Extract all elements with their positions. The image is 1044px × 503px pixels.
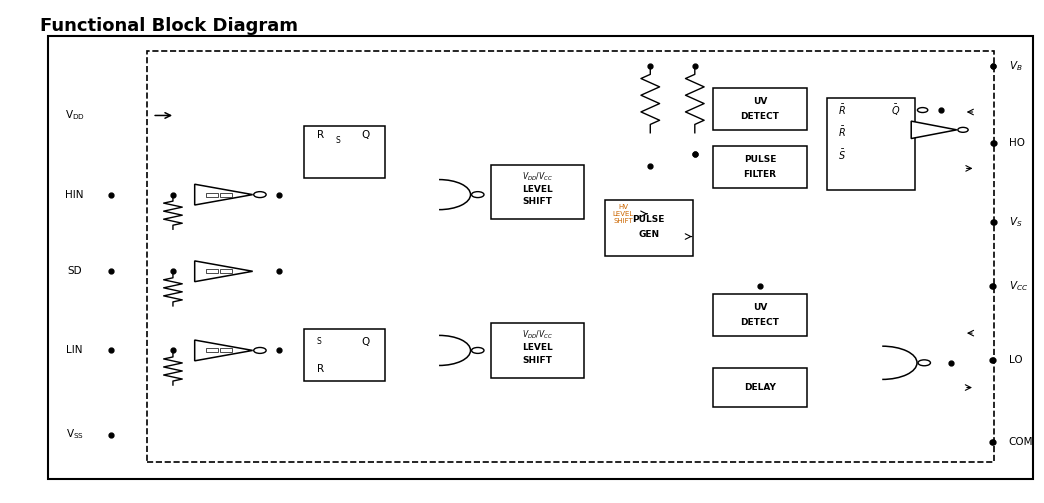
FancyBboxPatch shape	[48, 36, 1034, 479]
Text: $V_{CC}$: $V_{CC}$	[1009, 279, 1027, 293]
FancyBboxPatch shape	[604, 200, 693, 257]
FancyBboxPatch shape	[206, 269, 217, 273]
FancyBboxPatch shape	[220, 193, 232, 197]
Text: SHIFT: SHIFT	[522, 356, 552, 365]
FancyBboxPatch shape	[827, 98, 916, 190]
Text: LEVEL: LEVEL	[522, 185, 552, 194]
Text: SD: SD	[67, 266, 81, 276]
Text: $\bar{R}$: $\bar{R}$	[837, 103, 846, 117]
FancyBboxPatch shape	[713, 88, 807, 130]
Circle shape	[254, 192, 266, 198]
FancyBboxPatch shape	[305, 126, 385, 178]
Text: FILTER: FILTER	[743, 170, 777, 179]
FancyBboxPatch shape	[491, 323, 584, 378]
Text: $V_{DD}/V_{CC}$: $V_{DD}/V_{CC}$	[522, 329, 553, 342]
Polygon shape	[911, 121, 956, 138]
FancyBboxPatch shape	[220, 349, 232, 353]
Text: R: R	[317, 130, 324, 140]
Text: $V_{S}$: $V_{S}$	[1009, 215, 1022, 229]
Polygon shape	[194, 340, 253, 361]
Text: LEVEL: LEVEL	[522, 343, 552, 352]
Text: Q: Q	[361, 337, 370, 347]
Text: $\bar{R}$: $\bar{R}$	[837, 125, 846, 139]
FancyBboxPatch shape	[220, 269, 232, 273]
Polygon shape	[194, 184, 253, 205]
Text: HV
LEVEL
SHIFT: HV LEVEL SHIFT	[613, 204, 634, 224]
Text: $\mathregular{V_{DD}}$: $\mathregular{V_{DD}}$	[65, 109, 85, 122]
Text: $V_{B}$: $V_{B}$	[1009, 59, 1022, 73]
Text: $\mathregular{V_{SS}}$: $\mathregular{V_{SS}}$	[66, 428, 84, 442]
Circle shape	[918, 108, 928, 113]
Circle shape	[957, 127, 968, 132]
Text: DELAY: DELAY	[744, 383, 776, 392]
Text: S: S	[317, 337, 322, 346]
Text: HIN: HIN	[66, 190, 84, 200]
FancyBboxPatch shape	[713, 368, 807, 407]
FancyBboxPatch shape	[713, 146, 807, 188]
Text: LO: LO	[1009, 355, 1022, 365]
Text: SHIFT: SHIFT	[522, 198, 552, 206]
Text: R: R	[317, 364, 324, 374]
Circle shape	[254, 348, 266, 354]
Text: S: S	[335, 136, 340, 145]
Text: Functional Block Diagram: Functional Block Diagram	[41, 17, 299, 35]
Text: $\bar{S}$: $\bar{S}$	[837, 148, 846, 162]
Circle shape	[472, 192, 484, 198]
FancyBboxPatch shape	[491, 165, 584, 219]
Text: HO: HO	[1009, 138, 1024, 148]
Circle shape	[472, 348, 484, 354]
Text: UV: UV	[753, 97, 767, 106]
Text: $\bar{Q}$: $\bar{Q}$	[891, 103, 900, 118]
Text: GEN: GEN	[638, 230, 660, 239]
Text: $V_{DD}/V_{CC}$: $V_{DD}/V_{CC}$	[522, 171, 553, 183]
Text: UV: UV	[753, 302, 767, 311]
Text: COM: COM	[1009, 437, 1034, 447]
FancyBboxPatch shape	[206, 193, 217, 197]
Polygon shape	[194, 261, 253, 282]
Circle shape	[918, 360, 930, 366]
FancyBboxPatch shape	[713, 294, 807, 336]
Text: PULSE: PULSE	[633, 215, 665, 224]
Text: Q: Q	[361, 130, 370, 140]
Text: PULSE: PULSE	[744, 155, 777, 164]
Text: DETECT: DETECT	[740, 317, 780, 326]
Text: DETECT: DETECT	[740, 112, 780, 121]
FancyBboxPatch shape	[305, 329, 385, 381]
FancyBboxPatch shape	[206, 349, 217, 353]
Text: LIN: LIN	[67, 346, 82, 356]
